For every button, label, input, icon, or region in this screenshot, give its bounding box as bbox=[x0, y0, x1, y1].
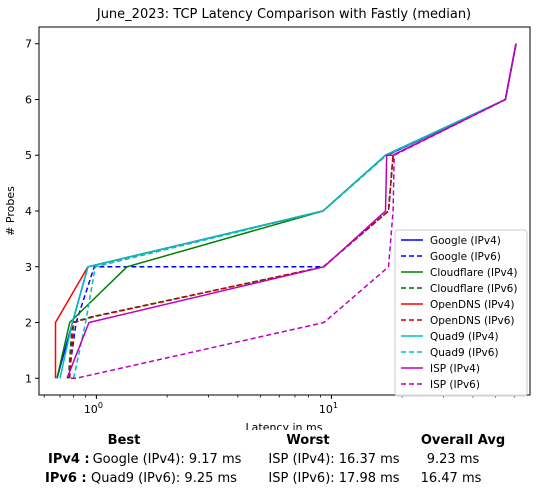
legend: Google (IPv4) Google (IPv6) Cloudflare (IP… bbox=[394, 229, 528, 397]
legend-label: Google (IPv6) bbox=[430, 251, 501, 263]
ipv4-avg: 9.23 ms bbox=[426, 452, 480, 467]
series-line-isp-ipv6 bbox=[71, 43, 517, 380]
worst-header: Worst bbox=[286, 433, 330, 448]
ipv6-best: Quad9 (IPv6): 9.25 ms bbox=[91, 471, 237, 486]
avg-header: Overall Avg bbox=[420, 433, 506, 448]
y-axis-label: # Probes bbox=[4, 186, 17, 236]
x-axis-label: Latency in ms bbox=[246, 421, 323, 430]
ipv4-row-label: IPv4 : bbox=[48, 452, 90, 467]
x-tick-label: 101 bbox=[319, 401, 338, 416]
ipv6-worst: ISP (IPv6): 17.98 ms bbox=[268, 471, 400, 486]
legend-label: Quad9 (IPv6) bbox=[430, 347, 499, 359]
y-tick-label: 1 bbox=[25, 372, 32, 385]
x-tick-label: 100 bbox=[84, 401, 103, 416]
y-tick-label: 2 bbox=[25, 317, 32, 330]
legend-label: OpenDNS (IPv4) bbox=[430, 299, 515, 311]
legend-label: Google (IPv4) bbox=[430, 235, 501, 247]
series-line-opendns-ipv6 bbox=[68, 43, 517, 379]
y-tick-label: 3 bbox=[25, 261, 32, 274]
ipv4-best: Google (IPv4): 9.17 ms bbox=[92, 452, 242, 467]
ipv6-avg: 16.47 ms bbox=[420, 471, 482, 486]
ipv6-row-label: IPv6 : bbox=[45, 471, 87, 486]
y-tick-label: 6 bbox=[25, 93, 32, 106]
legend-label: ISP (IPv4) bbox=[430, 363, 480, 375]
legend-label: OpenDNS (IPv6) bbox=[430, 315, 515, 327]
best-header: Best bbox=[107, 433, 141, 448]
y-tick-label: 7 bbox=[25, 38, 32, 51]
ipv4-worst: ISP (IPv4): 16.37 ms bbox=[268, 452, 400, 467]
legend-label: Quad9 (IPv4) bbox=[430, 331, 499, 343]
chart-title: June_2023: TCP Latency Comparison with F… bbox=[96, 7, 471, 22]
latency-chart: June_2023: TCP Latency Comparison with F… bbox=[4, 7, 531, 430]
y-tick-label: 5 bbox=[25, 149, 32, 162]
series-line-isp-ipv4 bbox=[66, 43, 517, 379]
legend-label: Cloudflare (IPv4) bbox=[430, 267, 517, 279]
y-tick-label: 4 bbox=[25, 205, 32, 218]
legend-label: ISP (IPv6) bbox=[430, 379, 480, 391]
legend-box bbox=[394, 229, 528, 397]
legend-label: Cloudflare (IPv6) bbox=[430, 283, 517, 295]
